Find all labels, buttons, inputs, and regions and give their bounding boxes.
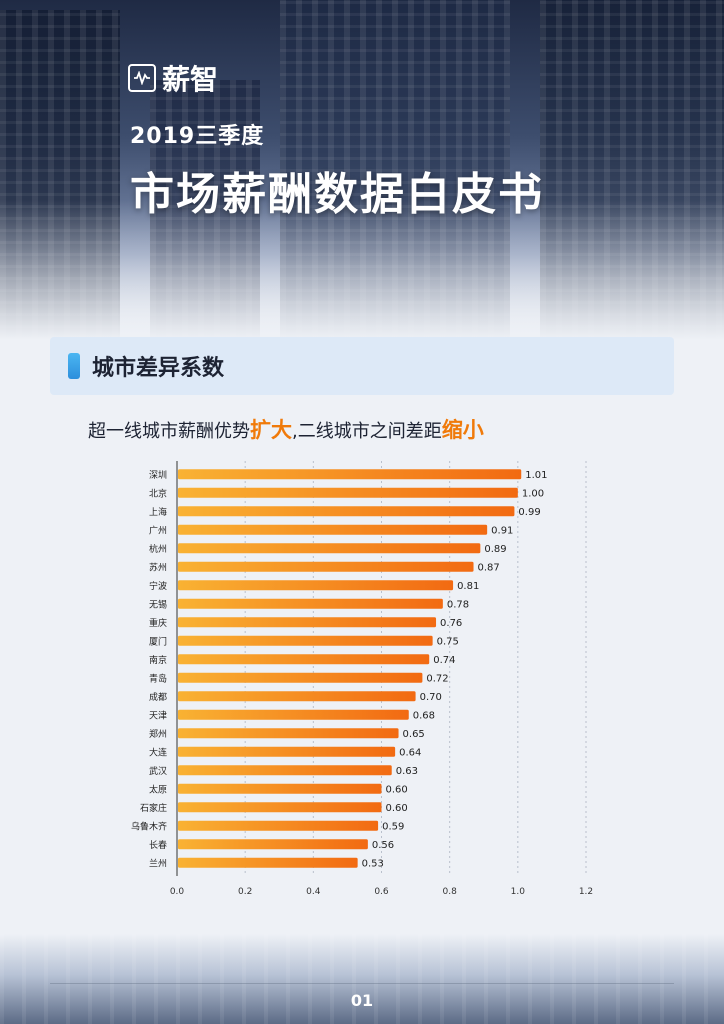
value-label: 1.00 [522, 488, 544, 499]
bar [178, 524, 488, 535]
bar [178, 469, 522, 480]
category-label: 北京 [149, 487, 167, 499]
bar [178, 783, 382, 794]
section-marker-icon [68, 353, 80, 379]
city-coefficient-bar-chart: 0.0 0.2 0.4 0.6 0.8 1.0 1.2 深圳 1.01 北京 1.00 上海 0.99 广… [131, 461, 593, 895]
category-label: 太原 [149, 783, 167, 795]
bar [178, 561, 474, 572]
bar [178, 746, 396, 757]
hero-banner: 薪智 2019三季度 市场薪酬数据白皮书 [0, 0, 724, 340]
page-number: 01 [350, 991, 374, 1010]
section-header: 城市差异系数 [50, 337, 674, 395]
bar [178, 580, 454, 591]
category-label: 乌鲁木齐 [131, 820, 167, 832]
bar [178, 506, 515, 517]
bar [178, 672, 423, 683]
category-label: 天津 [149, 710, 167, 721]
category-label: 厦门 [149, 635, 167, 647]
bar [178, 543, 481, 554]
value-label: 0.68 [413, 710, 435, 721]
value-label: 0.53 [362, 858, 384, 869]
category-label: 无锡 [149, 599, 167, 610]
x-tick-label: 1.2 [579, 887, 593, 895]
value-label: 0.59 [382, 821, 404, 832]
bar [178, 709, 409, 720]
bar [178, 487, 518, 498]
category-label: 杭州 [149, 543, 167, 555]
bar [178, 839, 368, 850]
value-label: 0.78 [447, 599, 469, 610]
value-label: 0.65 [403, 729, 425, 740]
value-label: 0.70 [420, 692, 442, 703]
bar [178, 857, 358, 868]
category-label: 成都 [149, 691, 167, 703]
bar [178, 802, 382, 813]
value-label: 1.01 [525, 470, 547, 481]
footer: 01 [0, 934, 724, 1024]
category-label: 深圳 [149, 470, 167, 481]
bar [178, 820, 379, 831]
category-label: 郑州 [149, 728, 167, 740]
x-tick-label: 0.6 [374, 887, 389, 895]
value-label: 0.81 [457, 581, 479, 592]
category-label: 宁波 [149, 580, 167, 592]
value-label: 0.76 [440, 618, 462, 629]
category-label: 兰州 [149, 857, 167, 869]
category-label: 南京 [149, 654, 167, 666]
headline-text-1: 超一线城市薪酬优势 [88, 421, 250, 442]
category-label: 武汉 [149, 765, 167, 777]
category-label: 石家庄 [140, 802, 167, 814]
bar [178, 765, 392, 776]
category-label: 长春 [149, 839, 167, 851]
value-label: 0.60 [386, 784, 408, 795]
x-tick-label: 0.2 [238, 887, 252, 895]
value-label: 0.89 [484, 544, 506, 555]
bar [178, 728, 399, 739]
headline-emphasis-2: 缩小 [441, 418, 484, 442]
brand-logo: 薪智 [128, 58, 218, 98]
report-subtitle: 2019三季度 [130, 124, 265, 149]
brand-name: 薪智 [162, 63, 219, 96]
x-tick-label: 0.8 [443, 887, 458, 895]
value-label: 0.56 [372, 840, 394, 851]
bar [178, 691, 416, 702]
category-label: 上海 [149, 506, 167, 518]
category-label: 重庆 [149, 617, 167, 629]
category-label: 青岛 [149, 672, 167, 684]
headline-emphasis-1: 扩大 [250, 418, 292, 442]
waveform-icon [128, 64, 156, 92]
report-title: 市场薪酬数据白皮书 [130, 169, 544, 220]
category-label: 苏州 [149, 561, 167, 573]
bar [178, 654, 430, 665]
value-label: 0.87 [478, 562, 500, 573]
bar [178, 598, 443, 609]
value-label: 0.72 [426, 673, 448, 684]
category-label: 大连 [149, 746, 167, 758]
x-tick-label: 0.0 [170, 887, 185, 895]
section-title: 城市差异系数 [92, 356, 225, 381]
value-label: 0.64 [399, 747, 421, 758]
headline-text-2: ,二线城市之间差距 [292, 421, 442, 442]
value-label: 0.60 [386, 803, 408, 814]
bar [178, 617, 437, 628]
x-tick-label: 1.0 [511, 887, 526, 895]
bar [178, 635, 433, 646]
value-label: 0.91 [491, 525, 513, 536]
value-label: 0.99 [518, 507, 540, 518]
chart-headline: 超一线城市薪酬优势扩大,二线城市之间差距缩小 [88, 414, 484, 444]
x-tick-label: 0.4 [306, 887, 321, 895]
value-label: 0.74 [433, 655, 455, 666]
value-label: 0.63 [396, 766, 418, 777]
value-label: 0.75 [437, 636, 459, 647]
category-label: 广州 [149, 524, 167, 536]
